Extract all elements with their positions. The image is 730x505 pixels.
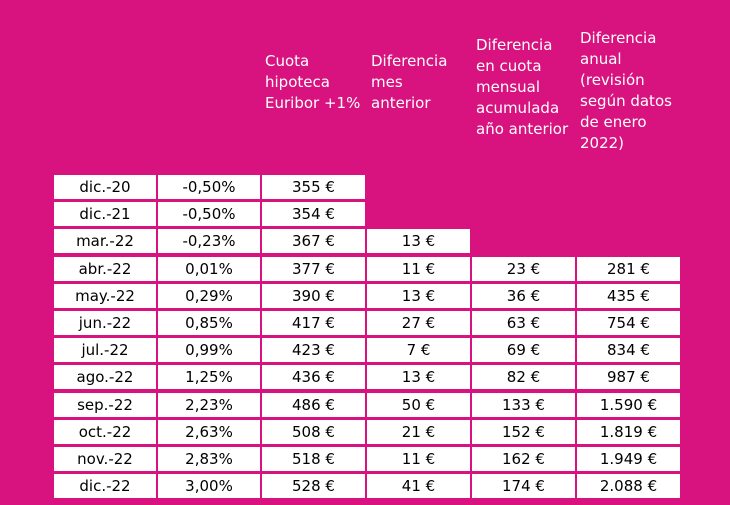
table-cell-dif-acum: 23 € (472, 257, 575, 281)
table-cell-date: dic.-21 (54, 202, 156, 226)
table-cell-date: jun.-22 (54, 311, 156, 335)
table-cell-date: sep.-22 (54, 393, 156, 417)
column-header-line: Diferencia (371, 52, 448, 70)
table-cell-euribor: 2,63% (158, 420, 260, 444)
table-cell-euribor: -0,23% (158, 229, 260, 253)
column-header-line: en cuota (476, 57, 542, 75)
column-header-line: Euribor +1% (265, 94, 361, 112)
table-cell-euribor: 3,00% (158, 474, 260, 498)
table-cell-dif-acum: 174 € (472, 474, 575, 498)
table-cell-dif-anual: 2.088 € (577, 474, 680, 498)
table-cell-dif-mes: 21 € (367, 420, 470, 444)
column-header-line: acumulada (476, 99, 560, 117)
table-cell-date: oct.-22 (54, 420, 156, 444)
table-cell-dif-mes: 41 € (367, 474, 470, 498)
table-cell-dif-anual: 1.590 € (577, 393, 680, 417)
table-cell-date: ago.-22 (54, 365, 156, 389)
table-cell-date: mar.-22 (54, 229, 156, 253)
column-header-line: según datos (580, 92, 672, 110)
table-cell-dif-mes: 7 € (367, 338, 470, 362)
table-cell-dif-acum: 133 € (472, 393, 575, 417)
table-cell-dif-mes: 11 € (367, 257, 470, 281)
column-header-line: de enero (580, 113, 647, 131)
table-cell-cuota: 390 € (262, 284, 365, 308)
table-cell-euribor: -0,50% (158, 175, 260, 199)
column-header-line: año anterior (476, 120, 569, 138)
table-cell-dif-mes: 11 € (367, 447, 470, 471)
table-cell-dif-acum: 152 € (472, 420, 575, 444)
table-cell-euribor: -0,50% (158, 202, 260, 226)
table-cell-date: jul.-22 (54, 338, 156, 362)
table-cell-euribor: 1,25% (158, 365, 260, 389)
column-header-line: (revisión (580, 71, 645, 89)
column-header-line: anterior (371, 94, 431, 112)
table-cell-cuota: 508 € (262, 420, 365, 444)
table-cell-cuota: 436 € (262, 365, 365, 389)
table-cell-date: may.-22 (54, 284, 156, 308)
table-cell-date: dic.-22 (54, 474, 156, 498)
column-header-line: mensual (476, 78, 541, 96)
table-cell-date: nov.-22 (54, 447, 156, 471)
table-cell-cuota: 423 € (262, 338, 365, 362)
column-header-line: hipoteca (265, 73, 330, 91)
table-cell-dif-anual: 1.819 € (577, 420, 680, 444)
column-header-line: anual (580, 50, 622, 68)
table-cell-dif-mes: 50 € (367, 393, 470, 417)
column-header-line: Diferencia (476, 36, 553, 54)
table-cell-cuota: 528 € (262, 474, 365, 498)
column-header-cuota: Cuota hipoteca Euribor +1% (265, 51, 360, 114)
column-header-dif-mes: Diferencia mes anterior (371, 51, 447, 114)
table-cell-dif-anual: 834 € (577, 338, 680, 362)
column-header-line: 2022) (580, 134, 625, 152)
table-cell-cuota: 377 € (262, 257, 365, 281)
table-cell-cuota: 354 € (262, 202, 365, 226)
table-cell-euribor: 0,01% (158, 257, 260, 281)
table-cell-dif-mes: 27 € (367, 311, 470, 335)
table-cell-date: abr.-22 (54, 257, 156, 281)
table-cell-euribor: 2,83% (158, 447, 260, 471)
table-cell-dif-mes: 13 € (367, 365, 470, 389)
table-cell-dif-acum: 36 € (472, 284, 575, 308)
column-header-line: Cuota (265, 52, 310, 70)
table-cell-dif-anual: 281 € (577, 257, 680, 281)
table-cell-euribor: 0,99% (158, 338, 260, 362)
table-cell-date: dic.-20 (54, 175, 156, 199)
table-cell-euribor: 0,29% (158, 284, 260, 308)
table-cell-dif-acum: 82 € (472, 365, 575, 389)
table-cell-cuota: 518 € (262, 447, 365, 471)
table-cell-dif-mes: 13 € (367, 284, 470, 308)
table-cell-dif-anual: 754 € (577, 311, 680, 335)
column-header-line: Diferencia (580, 29, 657, 47)
table-cell-cuota: 417 € (262, 311, 365, 335)
table-cell-cuota: 355 € (262, 175, 365, 199)
table-cell-cuota: 486 € (262, 393, 365, 417)
table-cell-dif-acum: 162 € (472, 447, 575, 471)
column-header-dif-anual: Diferencia anual (revisión según datos de en… (580, 28, 672, 154)
table-cell-dif-acum: 63 € (472, 311, 575, 335)
table-cell-euribor: 2,23% (158, 393, 260, 417)
table-cell-dif-mes: 13 € (367, 229, 470, 253)
column-header-dif-acum: Diferencia en cuota mensual acumulada año an… (476, 35, 568, 140)
table-cell-euribor: 0,85% (158, 311, 260, 335)
table-cell-cuota: 367 € (262, 229, 365, 253)
column-header-line: mes (371, 73, 403, 91)
table-cell-dif-anual: 1.949 € (577, 447, 680, 471)
table-cell-dif-anual: 435 € (577, 284, 680, 308)
table-cell-dif-acum: 69 € (472, 338, 575, 362)
table-cell-dif-anual: 987 € (577, 365, 680, 389)
